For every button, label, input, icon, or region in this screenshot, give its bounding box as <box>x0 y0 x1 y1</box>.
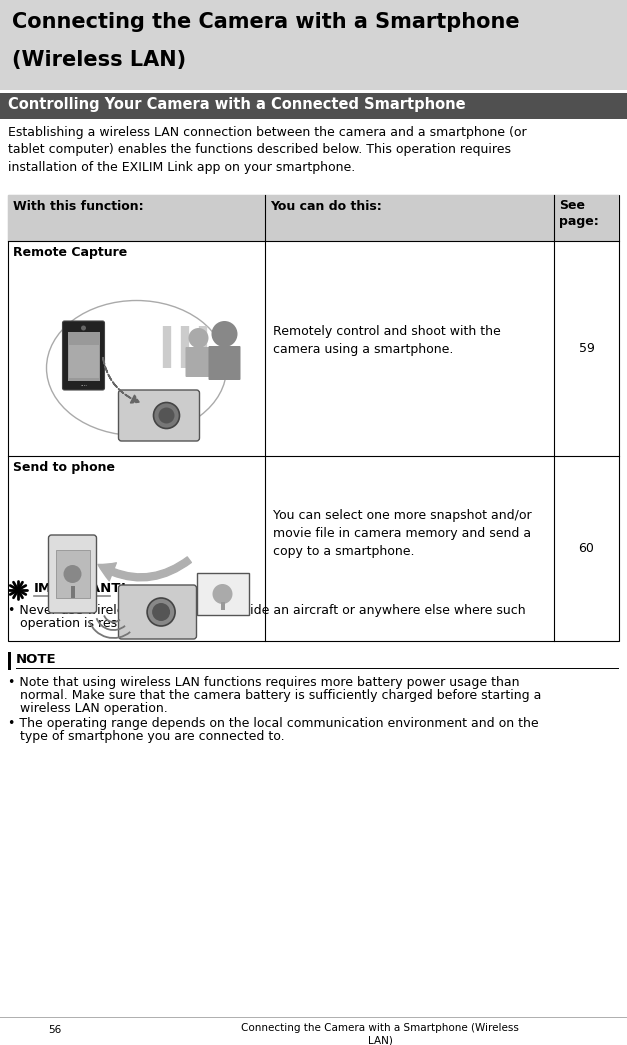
Bar <box>8 195 619 641</box>
Text: Remote Capture: Remote Capture <box>13 246 127 259</box>
Text: 60: 60 <box>579 541 594 555</box>
Text: Remotely control and shoot with the
camera using a smartphone.: Remotely control and shoot with the came… <box>273 325 501 355</box>
Circle shape <box>147 598 175 626</box>
Text: Send to phone: Send to phone <box>13 461 115 474</box>
Circle shape <box>189 328 209 348</box>
Circle shape <box>213 584 233 604</box>
Text: • The operating range depends on the local communication environment and on the: • The operating range depends on the loc… <box>8 717 539 730</box>
Bar <box>0 93 627 119</box>
Text: wireless LAN operation.: wireless LAN operation. <box>20 702 168 715</box>
Text: (Wireless LAN): (Wireless LAN) <box>12 50 186 70</box>
FancyArrowPatch shape <box>98 557 191 581</box>
Text: 56: 56 <box>48 1025 61 1035</box>
FancyBboxPatch shape <box>48 535 97 613</box>
Bar <box>0 0 627 90</box>
Text: See
page:: See page: <box>559 199 599 228</box>
Text: IMPORTANT!: IMPORTANT! <box>34 582 127 595</box>
Text: You can do this:: You can do this: <box>270 200 382 213</box>
Circle shape <box>211 321 238 347</box>
Bar <box>68 345 98 378</box>
Text: 59: 59 <box>579 342 594 354</box>
Circle shape <box>159 408 174 423</box>
Text: Controlling Your Camera with a Connected Smartphone: Controlling Your Camera with a Connected… <box>8 97 466 112</box>
Circle shape <box>152 603 170 621</box>
FancyBboxPatch shape <box>63 321 105 390</box>
Text: • Never use wireless LAN functions inside an aircraft or anywhere else where suc: • Never use wireless LAN functions insid… <box>8 604 525 617</box>
Bar <box>0 1017 627 1018</box>
Bar <box>221 602 224 610</box>
FancyArrowPatch shape <box>103 357 139 402</box>
Text: operation is restricted.: operation is restricted. <box>20 617 162 630</box>
Circle shape <box>15 587 21 593</box>
Bar <box>56 550 90 598</box>
Text: Connecting the Camera with a Smartphone: Connecting the Camera with a Smartphone <box>12 11 520 32</box>
Text: NOTE: NOTE <box>16 653 56 666</box>
Text: With this function:: With this function: <box>13 200 144 213</box>
Bar <box>8 652 11 670</box>
Text: Connecting the Camera with a Smartphone (Wireless
LAN): Connecting the Camera with a Smartphone … <box>241 1023 519 1045</box>
Circle shape <box>154 402 179 428</box>
Text: You can select one more snapshot and/or
movie file in camera memory and send a
c: You can select one more snapshot and/or … <box>273 510 532 558</box>
Bar <box>8 195 619 241</box>
FancyBboxPatch shape <box>186 347 211 377</box>
Text: type of smartphone you are connected to.: type of smartphone you are connected to. <box>20 730 285 743</box>
Circle shape <box>81 325 86 330</box>
Ellipse shape <box>46 301 226 436</box>
Bar <box>68 332 100 381</box>
FancyBboxPatch shape <box>209 346 241 380</box>
Text: ....: .... <box>80 382 87 387</box>
Text: • Note that using wireless LAN functions requires more battery power usage than: • Note that using wireless LAN functions… <box>8 676 520 689</box>
FancyBboxPatch shape <box>119 390 199 441</box>
Text: Establishing a wireless LAN connection between the camera and a smartphone (or
t: Establishing a wireless LAN connection b… <box>8 126 527 175</box>
FancyBboxPatch shape <box>119 585 196 638</box>
Bar <box>196 573 248 616</box>
Bar <box>70 586 75 598</box>
Text: normal. Make sure that the camera battery is sufficiently charged before startin: normal. Make sure that the camera batter… <box>20 689 541 702</box>
Circle shape <box>63 565 82 583</box>
